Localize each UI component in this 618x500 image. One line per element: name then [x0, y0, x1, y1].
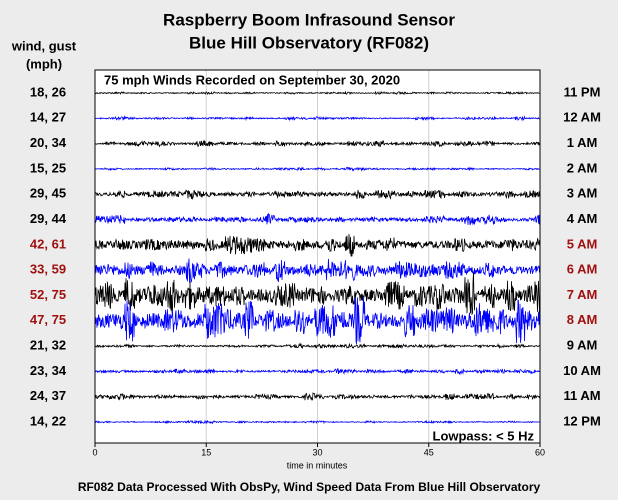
x-tick-label: 30 — [312, 447, 322, 457]
x-tick-label: 15 — [201, 447, 211, 457]
annotation: 75 mph Winds Recorded on September 30, 2… — [104, 72, 400, 87]
trace — [94, 139, 541, 148]
hour-label: 3 AM — [567, 186, 598, 201]
wind-label: 33, 59 — [30, 262, 66, 277]
wind-label: 24, 37 — [30, 388, 66, 403]
hour-label: 2 AM — [567, 160, 598, 175]
trace — [94, 342, 541, 350]
footer: RF082 Data Processed With ObsPy, Wind Sp… — [78, 480, 541, 494]
wind-label: 20, 34 — [30, 135, 67, 150]
wind-label: 21, 32 — [30, 338, 66, 353]
wind-label: 47, 75 — [30, 312, 66, 327]
trace — [94, 234, 541, 257]
x-tick-label: 0 — [92, 447, 97, 457]
trace — [94, 258, 541, 283]
hour-label: 6 AM — [567, 262, 598, 277]
wind-label: 29, 45 — [30, 186, 66, 201]
hour-label: 9 AM — [567, 338, 598, 353]
x-tick-label: 60 — [535, 447, 545, 457]
left-header: (mph) — [26, 56, 62, 71]
chart-title: Raspberry Boom Infrasound Sensor — [163, 10, 455, 29]
wind-label: 42, 61 — [30, 236, 66, 251]
hour-label: 11 AM — [563, 388, 600, 403]
hour-label: 12 PM — [563, 413, 601, 428]
hour-label: 1 AM — [567, 135, 598, 150]
hour-label: 4 AM — [567, 211, 598, 226]
x-tick-label: 45 — [424, 447, 434, 457]
trace — [94, 90, 541, 96]
trace — [94, 296, 541, 345]
trace — [94, 166, 540, 172]
hour-label: 11 PM — [564, 84, 601, 99]
hour-label: 7 AM — [567, 287, 598, 302]
chart-subtitle: Blue Hill Observatory (RF082) — [189, 33, 429, 52]
wind-label: 14, 22 — [30, 413, 66, 428]
hour-label: 8 AM — [567, 312, 598, 327]
wind-label: 29, 44 — [30, 211, 67, 226]
trace — [94, 392, 541, 401]
traces — [94, 90, 541, 425]
hour-label: 12 AM — [563, 110, 601, 125]
trace — [94, 419, 540, 425]
hour-label: 10 AM — [563, 363, 601, 378]
wind-label: 52, 75 — [30, 287, 66, 302]
filter-note: Lowpass: < 5 Hz — [433, 428, 535, 443]
wind-label: 14, 27 — [30, 110, 66, 125]
wind-label: 23, 34 — [30, 363, 67, 378]
trace — [94, 368, 541, 376]
wind-label: 15, 25 — [30, 160, 66, 175]
trace — [94, 272, 541, 316]
trace — [94, 115, 541, 122]
trace — [94, 189, 541, 201]
wind-label: 18, 26 — [30, 84, 66, 99]
hour-label: 5 AM — [567, 236, 598, 251]
x-axis-label: time in minutes — [287, 460, 348, 470]
left-header: wind, gust — [11, 38, 77, 53]
trace — [94, 212, 541, 226]
